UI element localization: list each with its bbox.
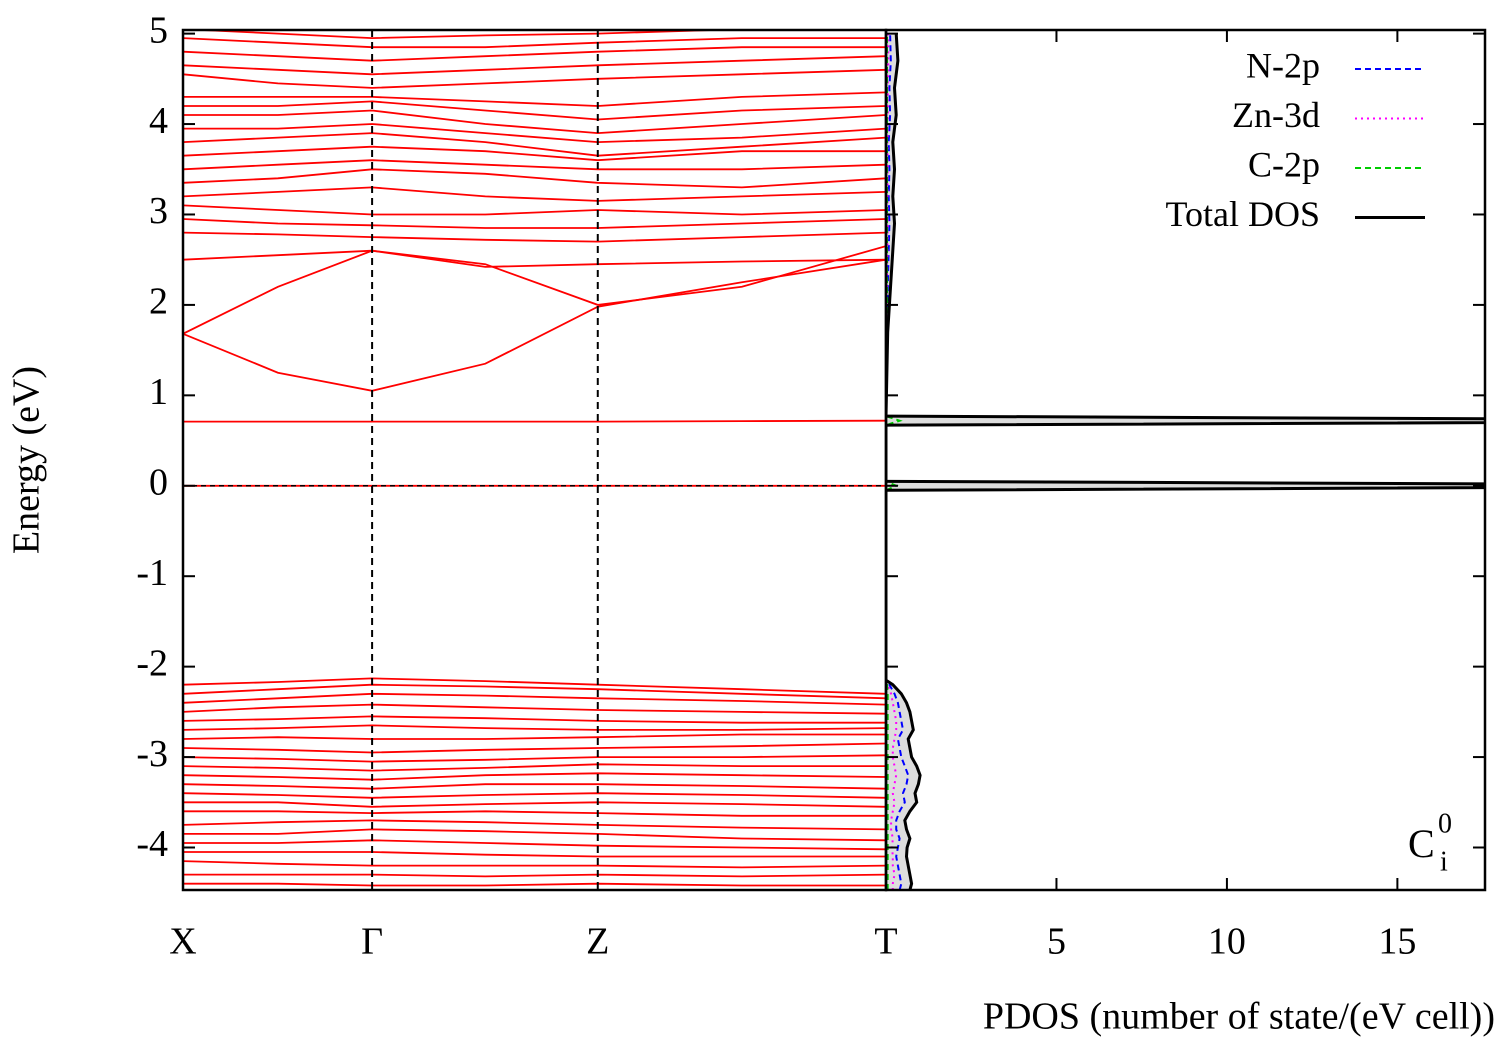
dos-line xyxy=(886,33,903,890)
band-line xyxy=(183,810,886,817)
y-tick-label: 1 xyxy=(149,371,168,413)
band-line xyxy=(183,733,886,740)
y-tick-label: -3 xyxy=(136,733,168,775)
band-line xyxy=(183,132,886,157)
band-line xyxy=(183,231,886,243)
band-line xyxy=(183,819,886,831)
band-line xyxy=(183,828,886,842)
band-plot xyxy=(183,30,886,887)
band-line xyxy=(183,145,886,162)
y-tick-label: 4 xyxy=(149,100,168,142)
y-axis-label: Energy (eV) xyxy=(6,366,48,554)
band-line xyxy=(183,873,886,878)
y-tick-label: 3 xyxy=(149,190,168,232)
band-line xyxy=(183,715,886,724)
dos-line xyxy=(886,33,1485,890)
band-line xyxy=(183,123,886,144)
dos-line xyxy=(886,33,910,890)
band-line xyxy=(183,860,886,869)
band-line xyxy=(183,159,886,171)
x-tick-label: T xyxy=(874,921,897,963)
annotation-sub: i xyxy=(1440,846,1448,877)
band-line xyxy=(183,245,886,335)
x-tick-label: 10 xyxy=(1208,921,1246,963)
y-tick-label: -1 xyxy=(136,552,168,594)
band-line xyxy=(183,30,886,40)
legend-label: C-2p xyxy=(1248,144,1320,184)
band-line xyxy=(183,692,886,706)
band-line xyxy=(183,742,886,754)
band-line xyxy=(183,249,886,268)
dos-line xyxy=(886,33,898,890)
band-line xyxy=(183,772,886,781)
y-tick-label: 2 xyxy=(149,281,168,323)
band-line xyxy=(183,68,886,89)
band-line xyxy=(183,783,886,790)
x-tick-label: Z xyxy=(586,921,609,963)
y-tick-label: -4 xyxy=(136,823,168,865)
band-line xyxy=(183,851,886,858)
axes: X Γ Z T 5 10 15 -4 -3 -2 -1 0 1 2 3 4 5 N-2p Zn-3d C-2p Tota… xyxy=(136,9,1487,963)
band-frame xyxy=(181,28,888,892)
band-line xyxy=(183,37,886,49)
pdos-plot xyxy=(886,33,1485,890)
band-line xyxy=(183,55,886,76)
band-line xyxy=(183,258,886,392)
band-line xyxy=(183,724,886,731)
legend-label: N-2p xyxy=(1246,45,1320,85)
band-line xyxy=(183,186,886,202)
x-tick-label: 5 xyxy=(1047,921,1066,963)
band-line xyxy=(183,100,886,121)
band-line xyxy=(183,46,886,62)
y-tick-label: 5 xyxy=(149,9,168,51)
band-line xyxy=(183,677,886,695)
band-line xyxy=(183,168,886,189)
annotation-base: C xyxy=(1408,821,1435,866)
x-axis-label: PDOS (number of state/(eV cell)) xyxy=(983,996,1495,1038)
legend-label: Zn-3d xyxy=(1232,95,1320,135)
band-line xyxy=(183,763,886,772)
band-line xyxy=(183,801,886,808)
dos-fill xyxy=(886,33,1485,890)
band-line xyxy=(183,754,886,763)
pdos-frame xyxy=(884,28,1487,892)
y-tick-label: 0 xyxy=(149,461,168,503)
legend-label: Total DOS xyxy=(1166,194,1320,234)
y-tick-label: -2 xyxy=(136,642,168,684)
band-line xyxy=(183,91,886,107)
band-line xyxy=(183,792,886,799)
band-line xyxy=(183,839,886,851)
band-line xyxy=(183,419,886,423)
band-line xyxy=(183,703,886,715)
x-tick-label: 15 xyxy=(1378,921,1416,963)
band-line xyxy=(183,204,886,216)
x-tick-label: Γ xyxy=(361,921,383,963)
band-line xyxy=(183,683,886,700)
x-tick-label: X xyxy=(169,921,196,963)
annotation-sup: 0 xyxy=(1438,808,1452,839)
band-line xyxy=(183,109,886,135)
band-line xyxy=(183,882,886,887)
band-line xyxy=(183,218,886,229)
